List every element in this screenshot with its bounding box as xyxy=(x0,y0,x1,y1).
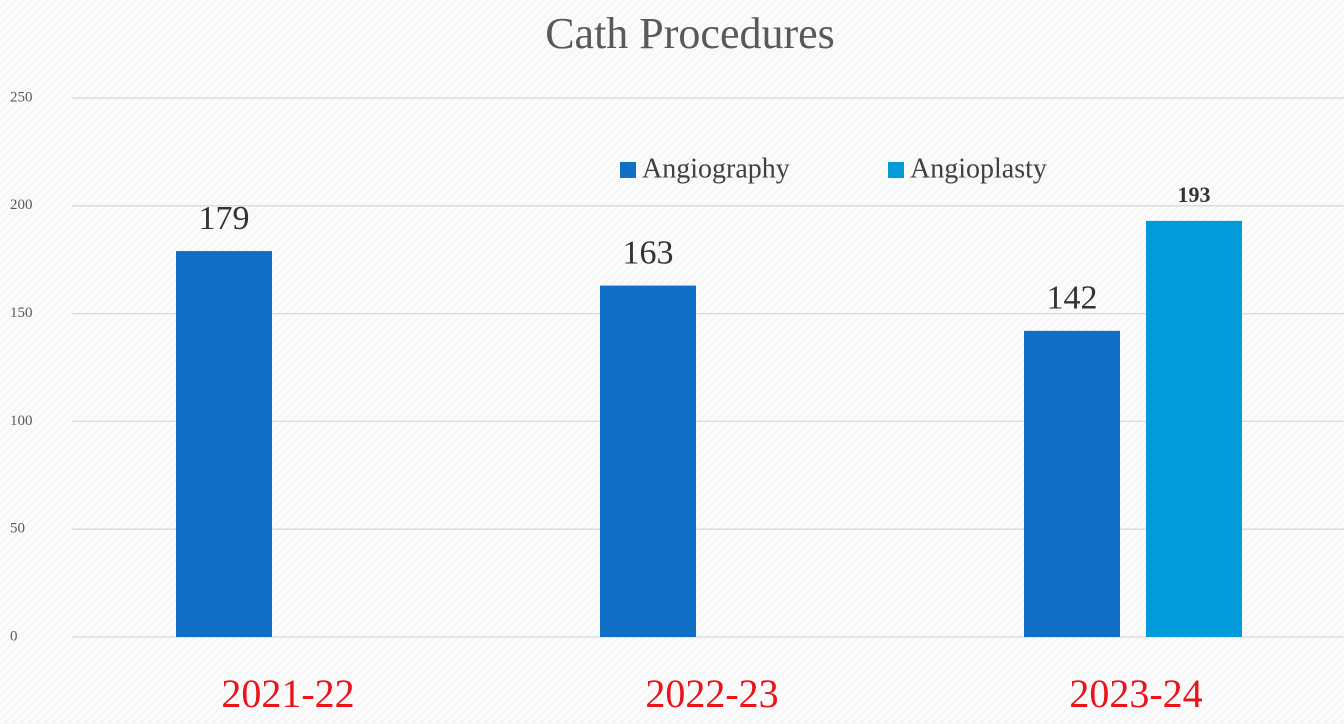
value-label: 142 xyxy=(1047,280,1098,317)
y-tick-label: 0 xyxy=(10,628,18,644)
y-tick-label: 150 xyxy=(10,305,33,321)
legend-swatch xyxy=(888,162,904,178)
legend-label: Angiography xyxy=(642,153,790,184)
legend-label: Angioplasty xyxy=(910,153,1047,184)
y-tick-label: 200 xyxy=(10,197,33,213)
chart-title: Cath Procedures xyxy=(545,9,835,58)
y-tick-label: 250 xyxy=(10,89,33,105)
x-tick-label: 2022-23 xyxy=(645,671,778,716)
y-tick-label: 100 xyxy=(10,413,33,429)
bar xyxy=(176,251,272,638)
value-label: 193 xyxy=(1178,182,1211,207)
value-label: 179 xyxy=(199,200,250,237)
bar xyxy=(1024,330,1120,637)
bar xyxy=(600,285,696,637)
value-label: 163 xyxy=(623,234,674,271)
y-tick-label: 50 xyxy=(10,521,25,537)
x-tick-label: 2023-24 xyxy=(1069,671,1202,716)
x-tick-label: 2021-22 xyxy=(221,671,354,716)
legend-swatch xyxy=(620,162,636,178)
bar xyxy=(1146,220,1242,637)
